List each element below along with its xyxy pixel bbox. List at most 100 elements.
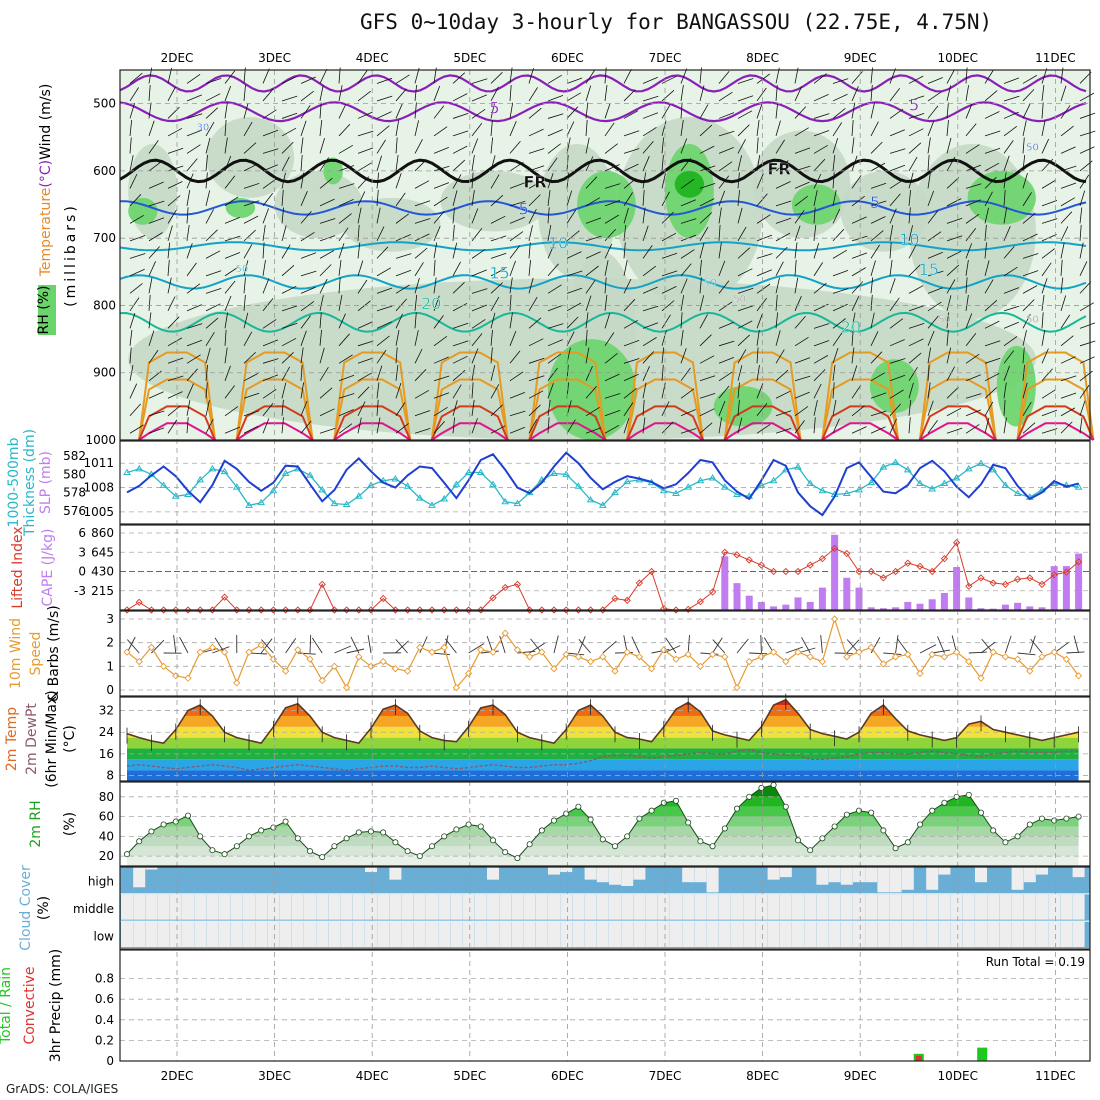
- wind-barb: [509, 260, 516, 276]
- y-tick-label: 0.2: [95, 1033, 114, 1047]
- wind-barb: [794, 210, 805, 224]
- wind-barb: [927, 154, 930, 171]
- cloud-gap: [731, 921, 743, 947]
- wind-barb: [661, 232, 677, 242]
- cloud-gap: [450, 894, 463, 920]
- contour-label: 50: [236, 264, 249, 275]
- wind-barb: [1003, 172, 1007, 189]
- date-label-top: 7DEC: [649, 51, 682, 65]
- wind-barb: [528, 67, 534, 84]
- wind-barb: [205, 303, 221, 312]
- wind-barb: [471, 418, 478, 434]
- wind-barb: [547, 113, 564, 119]
- wind-barb: [205, 317, 219, 329]
- wind-barb: [452, 174, 462, 189]
- wind-barb: [471, 382, 474, 399]
- cloud-gap: [865, 921, 878, 947]
- wind-speed-point: [611, 667, 619, 675]
- date-label-top: 8DEC: [746, 51, 779, 65]
- wind-barb: [965, 123, 977, 137]
- y-tick-label: 700: [93, 231, 116, 245]
- wind-barb: [243, 277, 246, 294]
- cloud-gap: [926, 894, 939, 920]
- wind-barb: [452, 417, 455, 434]
- cloud-gap: [962, 921, 975, 947]
- date-label-top: 4DEC: [356, 51, 389, 65]
- y-tick-label: 1005: [83, 505, 114, 519]
- wind-barb: [452, 159, 466, 172]
- cloud-gap: [755, 921, 768, 947]
- cloud-gap: [694, 921, 707, 947]
- wind-barb: [1079, 384, 1090, 399]
- wind-barb: [452, 113, 469, 119]
- wind-barb: [889, 164, 906, 172]
- surface-wind-barb: [367, 635, 372, 654]
- wind-barb: [680, 68, 688, 84]
- cloud-gap: [804, 921, 817, 947]
- wind-barb: [490, 72, 503, 84]
- wind-barb: [300, 420, 312, 434]
- wind-barb: [1079, 207, 1083, 224]
- wind-barb: [1041, 218, 1058, 224]
- wind-barb: [889, 278, 896, 294]
- wind-barb: [604, 85, 608, 101]
- wind-barb: [509, 410, 526, 417]
- wind-barb: [357, 191, 366, 207]
- wind-barb: [414, 428, 431, 434]
- cloud-gap: [975, 921, 987, 947]
- lifted-index-point: [489, 594, 497, 602]
- contour-label: 50: [704, 277, 717, 288]
- wind-barb: [1041, 409, 1058, 417]
- cloud-gap: [706, 867, 719, 893]
- wind-barb: [813, 242, 820, 259]
- wind-barb: [661, 401, 670, 416]
- rh-point: [856, 807, 863, 814]
- cloud-gap: [145, 894, 158, 920]
- temp-band-3: [127, 737, 1079, 749]
- wind-barb: [205, 154, 208, 171]
- wind-barb: [699, 242, 705, 259]
- cloud-gap: [1060, 894, 1073, 920]
- side-label-part: Wind: [38, 125, 54, 160]
- lifted-index-point: [977, 574, 985, 582]
- surface-wind-barb: [712, 639, 726, 654]
- wind-barb: [319, 157, 330, 172]
- date-label-bottom: 7DEC: [649, 1069, 682, 1083]
- lifted-index-point: [647, 567, 656, 576]
- cloud-gap: [779, 894, 792, 920]
- wind-barb: [129, 347, 132, 364]
- wind-barb: [1003, 95, 1020, 102]
- wind-barb: [889, 68, 896, 84]
- wind-barb: [376, 417, 381, 434]
- wind-barb: [205, 364, 208, 381]
- wind-barb: [129, 403, 141, 417]
- cloud-gap: [328, 894, 341, 920]
- wind-barb: [547, 304, 564, 312]
- wind-barb: [984, 147, 1001, 154]
- wind-barb: [946, 102, 949, 119]
- wind-barb: [262, 208, 269, 224]
- wind-barb: [528, 165, 545, 172]
- wind-barb: [281, 189, 284, 206]
- wind-barb: [1060, 242, 1065, 259]
- lifted-index-point: [367, 606, 375, 614]
- wind-barb: [984, 357, 1001, 364]
- wind-barb: [680, 409, 696, 417]
- wind-barb: [357, 111, 373, 119]
- wind-barb: [357, 162, 372, 172]
- wind-barb: [186, 207, 189, 224]
- wind-barb: [395, 213, 410, 224]
- wind-barb: [1022, 89, 1035, 102]
- wind-barb: [585, 366, 593, 381]
- contour-15: [119, 274, 1087, 290]
- wind-barb: [471, 333, 483, 347]
- wind-barb: [680, 199, 696, 207]
- wind-barb: [471, 123, 483, 137]
- cloud-gap: [877, 921, 890, 947]
- wind-barb: [395, 382, 402, 399]
- wind-barb: [984, 387, 997, 399]
- wind-barb: [870, 230, 884, 242]
- cape-bar: [782, 604, 790, 610]
- lifted-index-point: [952, 538, 961, 547]
